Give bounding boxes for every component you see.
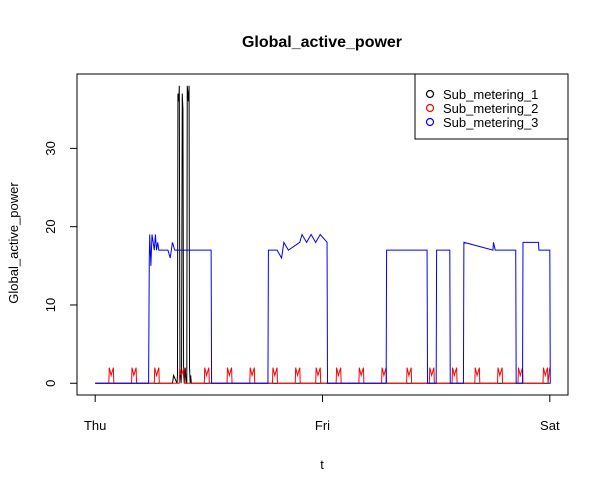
y-tick-label: 20 xyxy=(43,219,58,233)
y-tick-label: 30 xyxy=(43,141,58,155)
plot-area xyxy=(95,85,551,384)
legend-marker xyxy=(425,89,435,99)
x-axis-label: t xyxy=(320,457,324,472)
chart-title: Global_active_power xyxy=(242,34,402,51)
legend-label: Sub_metering_3 xyxy=(443,115,538,130)
legend-box xyxy=(414,73,569,140)
legend: Sub_metering_1Sub_metering_2Sub_metering… xyxy=(414,73,569,140)
x-axis: Thu Fri Sat xyxy=(84,394,560,433)
legend-label: Sub_metering_2 xyxy=(443,101,538,116)
y-tick-label: 10 xyxy=(43,298,58,312)
legend-marker xyxy=(425,117,435,127)
legend-marker xyxy=(425,103,435,113)
y-axis-label: Global_active_power xyxy=(6,182,21,304)
series-line-3 xyxy=(95,233,551,384)
legend-label: Sub_metering_1 xyxy=(443,87,538,102)
x-tick-label: Thu xyxy=(84,418,106,433)
x-tick-label: Sat xyxy=(540,418,560,433)
y-axis: 0 10 20 30 xyxy=(43,141,78,387)
x-tick-label: Fri xyxy=(315,418,330,433)
y-tick-label: 0 xyxy=(43,380,58,387)
